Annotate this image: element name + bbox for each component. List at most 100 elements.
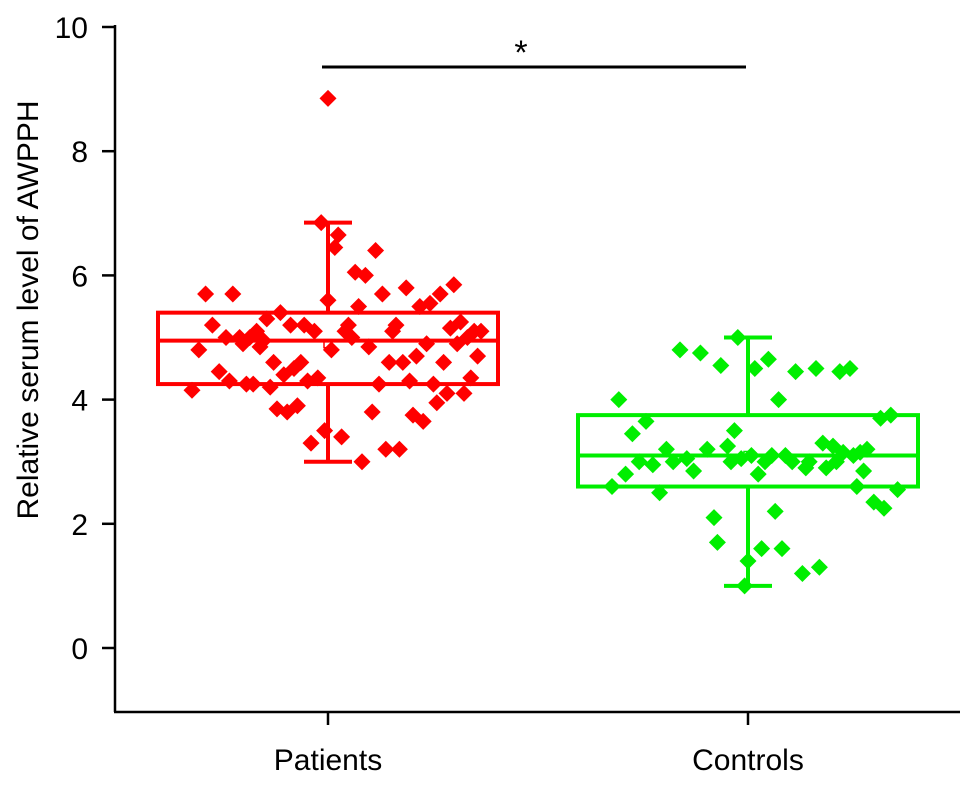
- data-point: [742, 446, 760, 464]
- data-point: [312, 214, 330, 232]
- data-point: [316, 422, 334, 440]
- data-point: [424, 375, 442, 393]
- data-point: [810, 558, 828, 576]
- data-point: [258, 310, 276, 328]
- data-point: [394, 353, 412, 371]
- y-tick-label: 8: [71, 136, 88, 169]
- data-point: [807, 360, 825, 378]
- data-point: [637, 412, 655, 430]
- data-point: [244, 375, 262, 393]
- data-point: [472, 322, 490, 340]
- data-point: [603, 478, 621, 496]
- data-point: [261, 378, 279, 396]
- data-point: [373, 285, 391, 303]
- y-tick-label: 0: [71, 633, 88, 666]
- y-tick-label: 4: [71, 385, 88, 418]
- data-point: [712, 356, 730, 374]
- data-point: [848, 478, 866, 496]
- data-point: [770, 391, 788, 409]
- data-point: [736, 577, 754, 595]
- data-point: [746, 360, 764, 378]
- data-point: [217, 329, 235, 346]
- data-point: [367, 242, 385, 260]
- data-point: [773, 540, 791, 558]
- data-point: [322, 341, 340, 359]
- y-tick-label: 10: [55, 12, 88, 45]
- data-point: [729, 329, 747, 346]
- data-point: [455, 384, 473, 402]
- data-point: [882, 406, 900, 424]
- data-point: [302, 434, 320, 452]
- data-point: [203, 316, 221, 334]
- data-points: [183, 89, 907, 595]
- data-point: [220, 372, 238, 390]
- data-point: [763, 446, 781, 464]
- data-point: [644, 456, 662, 474]
- box-controls: [576, 335, 920, 588]
- data-point: [431, 285, 449, 303]
- data-point: [462, 369, 480, 387]
- data-point: [183, 381, 201, 399]
- data-point: [197, 285, 215, 303]
- data-point: [377, 440, 395, 458]
- data-point: [370, 375, 388, 393]
- data-point: [630, 453, 648, 471]
- y-axis-title: Relative serum level of AWPPH: [12, 100, 45, 519]
- data-point: [271, 304, 289, 322]
- data-point: [407, 347, 425, 365]
- data-point: [469, 347, 487, 365]
- data-point: [889, 481, 907, 499]
- data-point: [708, 533, 726, 551]
- data-point: [623, 425, 641, 443]
- significance-annotation: *: [322, 34, 746, 72]
- axes: [113, 25, 960, 714]
- data-point: [610, 391, 628, 409]
- data-point: [657, 440, 675, 458]
- data-point: [445, 276, 463, 294]
- data-point: [292, 353, 310, 371]
- data-point: [435, 353, 453, 371]
- x-tick-label: Controls: [692, 744, 804, 777]
- data-point: [397, 279, 415, 297]
- data-point: [855, 462, 873, 480]
- data-point: [421, 294, 439, 312]
- data-point: [739, 552, 757, 570]
- data-point: [749, 465, 767, 483]
- data-point: [787, 363, 805, 381]
- significance-label: *: [514, 34, 527, 72]
- data-point: [719, 437, 737, 455]
- data-point: [319, 89, 337, 107]
- data-point: [390, 440, 408, 458]
- data-point: [254, 332, 272, 350]
- data-point: [265, 353, 283, 371]
- data-point: [725, 422, 743, 440]
- data-point: [190, 341, 208, 359]
- data-point: [793, 564, 811, 582]
- data-point: [875, 499, 893, 517]
- data-point: [858, 440, 876, 458]
- data-point: [350, 297, 368, 315]
- data-point: [671, 341, 689, 359]
- data-point: [452, 313, 470, 331]
- data-point: [651, 484, 669, 502]
- data-point: [678, 450, 696, 468]
- data-point: [333, 428, 351, 446]
- data-point: [224, 285, 242, 303]
- data-point: [363, 403, 381, 421]
- data-point: [438, 384, 456, 402]
- data-point: [309, 369, 327, 387]
- data-point: [841, 360, 859, 378]
- data-point: [418, 335, 436, 353]
- data-point: [387, 316, 405, 334]
- y-tick-label: 6: [71, 260, 88, 293]
- y-ticks: 0 2 4 6 8 10: [55, 12, 115, 666]
- data-point: [753, 540, 771, 558]
- data-point: [210, 363, 228, 381]
- data-point: [353, 453, 371, 471]
- data-point: [282, 316, 300, 334]
- data-point: [428, 394, 446, 412]
- data-point: [401, 372, 419, 390]
- data-point: [319, 291, 337, 309]
- data-point: [705, 509, 723, 527]
- data-point: [329, 226, 347, 244]
